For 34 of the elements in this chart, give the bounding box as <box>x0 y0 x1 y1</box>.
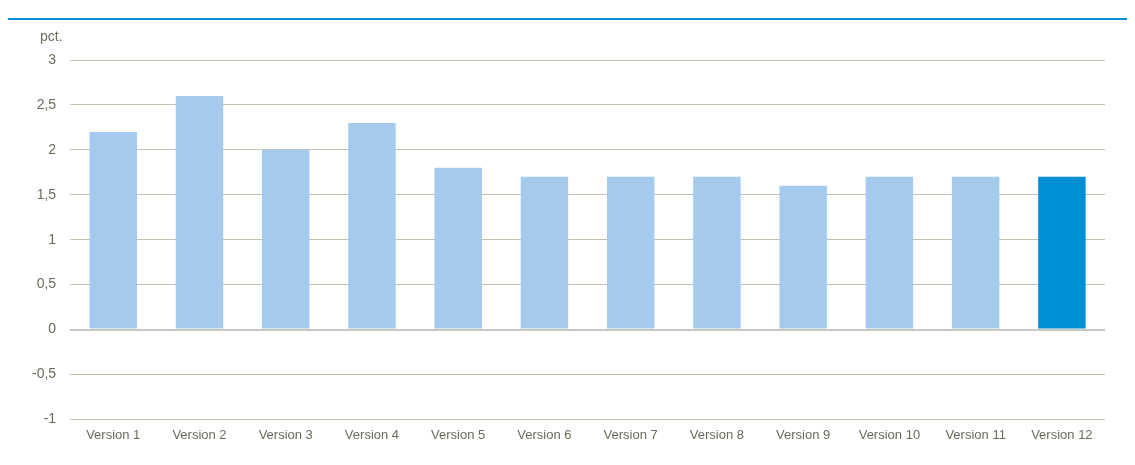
y-tick-label: -1 <box>43 410 57 427</box>
bar <box>865 176 914 329</box>
x-tick-label: Version 12 <box>1031 426 1093 442</box>
x-tick-label: Version 4 <box>344 426 400 442</box>
bar <box>1038 176 1086 329</box>
x-tick-label: Version 1 <box>86 426 141 442</box>
x-tick-label: Version 8 <box>689 426 745 442</box>
y-tick-label: 2 <box>48 140 57 157</box>
x-tick-label: Version 2 <box>172 426 227 442</box>
y-tick-label: 0,5 <box>36 275 57 292</box>
y-tick-label: 2,5 <box>36 95 57 112</box>
x-tick-label: Version 3 <box>258 426 313 442</box>
bar <box>348 122 396 329</box>
bar <box>779 185 827 329</box>
bar <box>606 176 655 329</box>
bar <box>89 131 137 329</box>
y-tick-label: 0 <box>48 320 57 337</box>
x-tick-label: Version 11 <box>945 426 1006 442</box>
bar <box>175 95 224 329</box>
y-tick-label: -0,5 <box>32 365 57 382</box>
x-tick-label: Version 5 <box>431 426 486 442</box>
bar <box>262 149 310 329</box>
x-tick-label: Version 6 <box>517 426 572 442</box>
y-tick-label: 3 <box>48 50 57 67</box>
bar <box>520 176 569 329</box>
bar <box>693 176 741 329</box>
y-axis-title: pct. <box>40 28 63 44</box>
bar <box>951 176 1000 329</box>
x-tick-label: Version 7 <box>603 426 658 442</box>
x-tick-label: Version 10 <box>858 426 921 442</box>
y-tick-label: 1,5 <box>36 185 57 202</box>
x-tick-label: Version 9 <box>776 426 831 442</box>
y-tick-label: 1 <box>48 230 57 247</box>
bar <box>434 167 482 329</box>
